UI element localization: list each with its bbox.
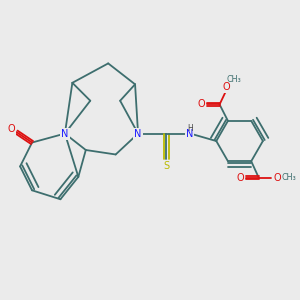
Text: N: N — [61, 129, 69, 139]
Text: CH₃: CH₃ — [282, 173, 296, 182]
Text: N: N — [134, 129, 142, 139]
Text: S: S — [164, 160, 169, 170]
Text: O: O — [7, 124, 15, 134]
Text: N: N — [186, 129, 194, 139]
Text: CH₃: CH₃ — [226, 75, 241, 84]
Text: O: O — [273, 172, 281, 183]
Text: O: O — [222, 82, 230, 92]
Text: O: O — [197, 99, 205, 110]
Text: H: H — [188, 124, 193, 133]
Text: O: O — [236, 172, 244, 183]
